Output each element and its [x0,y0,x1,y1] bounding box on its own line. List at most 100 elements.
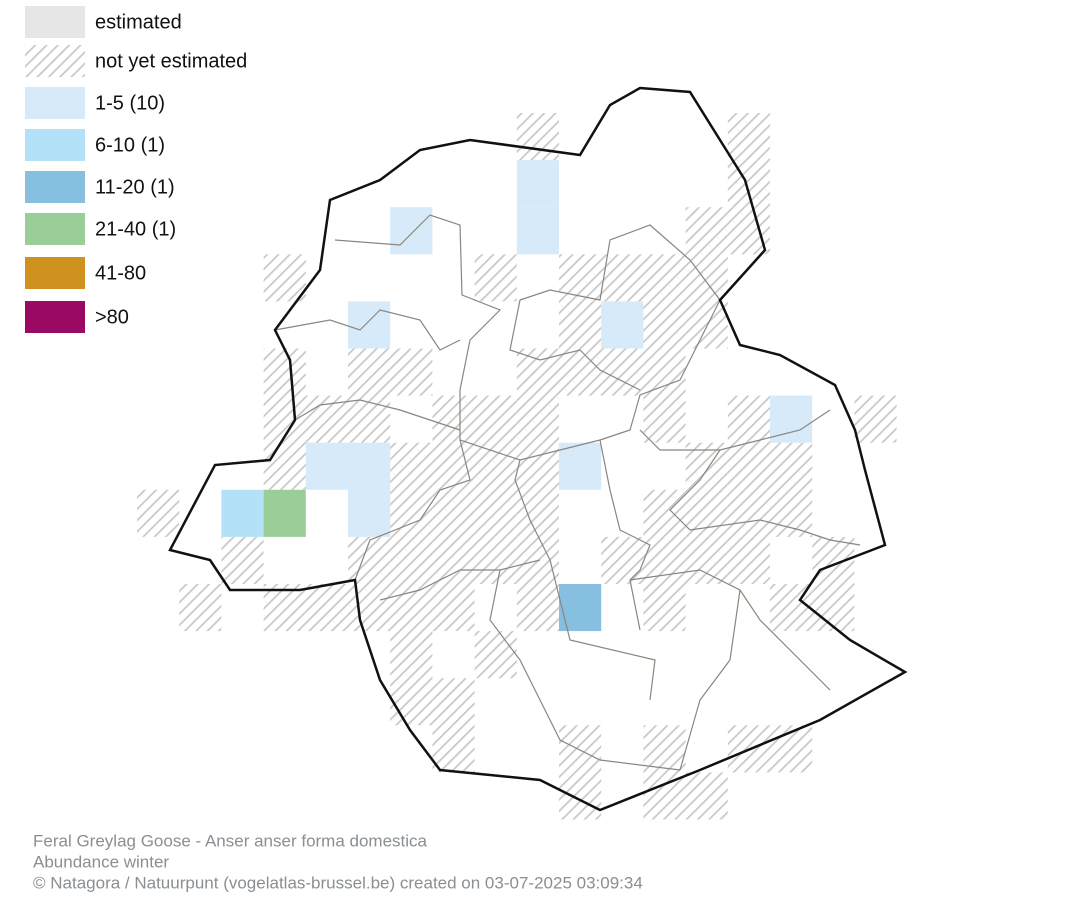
hatched-cell [390,678,433,726]
footer-line: Feral Greylag Goose - Anser anser forma … [33,831,428,850]
legend-swatch [25,257,85,289]
hatched-cell [685,772,728,820]
hatched-cell [727,489,770,537]
abundance-cell [770,395,813,443]
hatched-cell [263,442,306,490]
hatched-cell [390,584,433,632]
municipality-borders [274,214,861,771]
hatched-cell [559,254,602,302]
abundance-cell [348,442,391,490]
hatched-cell [601,536,644,584]
hatched-cell [601,254,644,302]
hatched-cell [348,395,391,443]
hatched-cell [390,348,433,396]
legend-label: 6-10 (1) [95,134,165,156]
hatched-cell [559,772,602,820]
hatched-cell [516,584,559,632]
legend-label: 1-5 (10) [95,92,165,114]
hatched-cell [516,395,559,443]
hatched-cell [474,254,517,302]
legend: estimated not yet estimated 1-5 (10) 6-10 (… [25,6,247,333]
hatched-cell [643,301,686,349]
hatched-cell [432,442,475,490]
hatched-cell [643,395,686,443]
hatched-cell [516,489,559,537]
abundance-cell [348,301,391,349]
hatched-cell [770,442,813,490]
legend-swatch [25,301,85,333]
hatched-cell [432,584,475,632]
legend-swatch [25,171,85,203]
legend-label: 11-20 (1) [95,176,175,198]
hatched-cell [727,536,770,584]
hatched-cell [516,348,559,396]
hatched-cell [685,536,728,584]
hatched-cell [137,489,180,537]
hatched-cell [305,584,348,632]
hatched-cell [474,536,517,584]
hatched-cell [474,489,517,537]
abundance-cell [348,489,391,537]
legend-label: >80 [95,306,129,328]
hatched-cell [727,113,770,161]
hatched-cell [263,254,306,302]
legend-swatch [25,213,85,245]
hatched-cell [432,395,475,443]
hatched-cell [432,725,475,773]
legend-label: not yet estimated [95,50,247,72]
footer: Feral Greylag Goose - Anser anser forma … [33,831,643,892]
hatched-cell [643,584,686,632]
hatched-cell [432,489,475,537]
hatched-cell [474,395,517,443]
hatched-cell [390,442,433,490]
legend-label: 41-80 [95,262,146,284]
hatched-cell [263,584,306,632]
hatched-cell [305,395,348,443]
hatched-cell [685,207,728,255]
grid-cells [137,113,897,820]
region-boundary [168,86,908,812]
hatched-cell [727,160,770,208]
hatched-cell [516,113,559,161]
hatched-cell [643,489,686,537]
hatched-cell [263,348,306,396]
abundance-cell [559,584,602,632]
hatched-cell [727,442,770,490]
legend-swatch [25,87,85,119]
footer-line: © Natagora / Natuurpunt (vogelatlas-brus… [33,873,643,892]
hatched-cell [221,536,264,584]
hatched-cell [474,631,517,679]
hatched-cell [179,584,222,632]
abundance-cell [390,207,433,255]
hatched-cell [432,678,475,726]
hatched-cell [390,631,433,679]
hatched-cell [854,395,897,443]
abundance-cell [601,301,644,349]
hatched-cell [643,348,686,396]
hatched-cell [727,395,770,443]
hatched-cell [812,584,855,632]
hatched-cell [516,442,559,490]
hatched-cell [643,772,686,820]
hatched-cell [390,536,433,584]
hatched-cell [685,254,728,302]
hatched-cell [474,442,517,490]
legend-swatch [25,6,85,38]
hatched-cell [559,301,602,349]
hatched-cell [348,348,391,396]
abundance-cell [516,207,559,255]
legend-swatch [25,45,85,77]
hatched-cell [348,584,391,632]
legend-label: 21-40 (1) [95,218,176,240]
abundance-cell [221,489,264,537]
hatched-cell [348,536,391,584]
abundance-cell [305,442,348,490]
legend-swatch [25,129,85,161]
abundance-cell [263,489,306,537]
hatched-cell [559,348,602,396]
legend-label: estimated [95,11,182,33]
hatched-cell [643,254,686,302]
hatched-cell [432,536,475,584]
hatched-cell [685,301,728,349]
